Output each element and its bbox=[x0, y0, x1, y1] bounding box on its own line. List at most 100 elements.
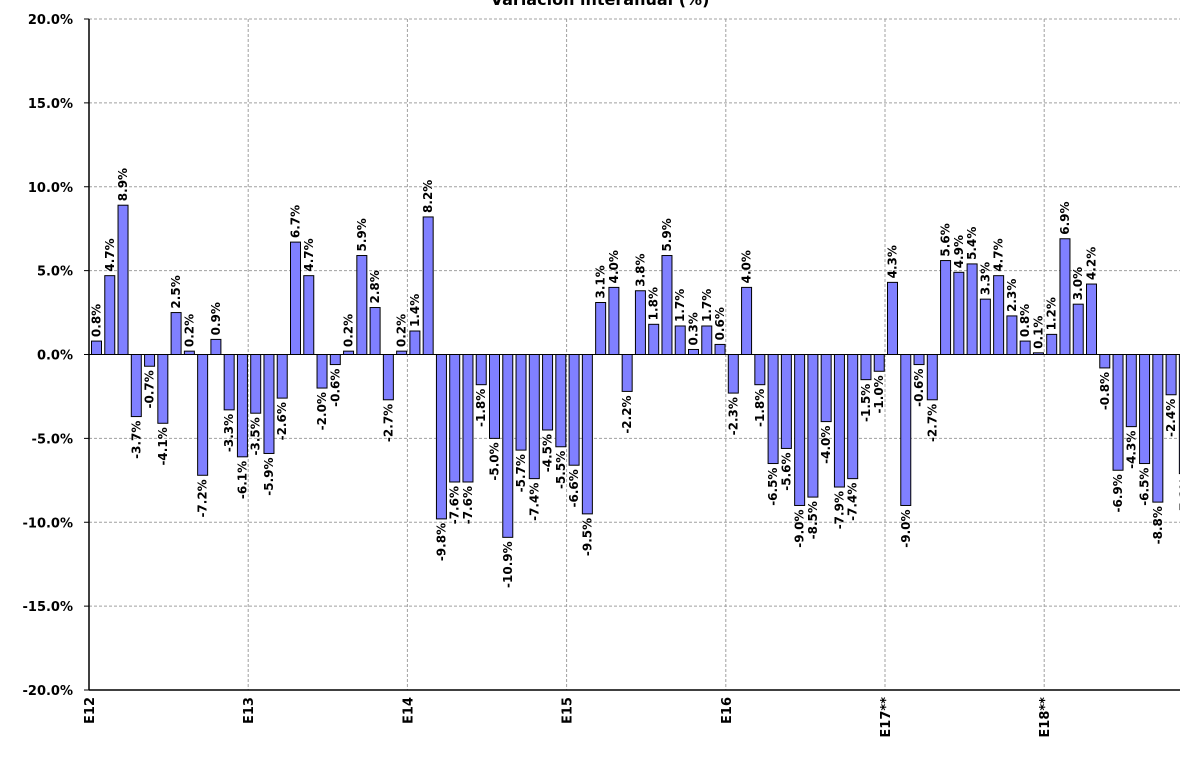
bar-data-label: 0.8% bbox=[1018, 304, 1032, 337]
data-labels: 0.8% 4.7% 8.9% -3.7%-0.7% -4.1% 2.5% 0.2% -7.2%… bbox=[90, 168, 1180, 588]
x-tick-label: E12 bbox=[83, 697, 98, 724]
bar bbox=[542, 354, 554, 431]
bar-data-label: -7.6% bbox=[448, 486, 462, 524]
bar bbox=[621, 354, 633, 392]
bar-data-label: 4.9% bbox=[952, 235, 966, 268]
bar bbox=[926, 354, 938, 401]
bar bbox=[303, 275, 315, 355]
y-tick-label: -5.0% bbox=[32, 432, 73, 447]
bar bbox=[568, 354, 580, 466]
bar-data-label: -4.3% bbox=[1124, 431, 1138, 469]
bar bbox=[329, 354, 341, 366]
bar bbox=[807, 354, 819, 498]
bar bbox=[343, 350, 355, 355]
bar-data-label: 3.0% bbox=[1071, 267, 1085, 300]
bar-data-label: -0.8% bbox=[1098, 372, 1112, 410]
bar-data-label: -7.6% bbox=[461, 486, 475, 524]
bar-data-label: -6.1% bbox=[235, 461, 249, 499]
bar bbox=[555, 354, 567, 448]
bar bbox=[701, 325, 713, 356]
bar-data-label: -5.6% bbox=[779, 452, 793, 490]
bar bbox=[210, 338, 222, 355]
bar-data-label: 5.6% bbox=[939, 223, 953, 256]
bar-data-label: 4.7% bbox=[302, 238, 316, 271]
bar bbox=[913, 354, 925, 366]
bar-data-label: 0.6% bbox=[713, 307, 727, 340]
bar-data-label: 0.2% bbox=[342, 314, 356, 347]
bar-data-label: -2.3% bbox=[726, 397, 740, 435]
bar bbox=[144, 354, 156, 367]
bar-data-label: -3.3% bbox=[222, 414, 236, 452]
bar-data-label: 5.9% bbox=[660, 218, 674, 251]
bar-data-label: -2.2% bbox=[620, 395, 634, 433]
bar bbox=[170, 312, 182, 355]
bar bbox=[727, 354, 739, 394]
bar-data-label: -5.5% bbox=[554, 451, 568, 489]
bar-data-label: -7.4% bbox=[846, 483, 860, 521]
bar bbox=[634, 290, 646, 356]
bar bbox=[528, 354, 540, 480]
bar-data-label: -9.8% bbox=[434, 523, 448, 561]
bar bbox=[316, 354, 328, 389]
bar bbox=[754, 354, 766, 386]
bar-data-label: 2.3% bbox=[1005, 279, 1019, 312]
bar-data-label: 2.8% bbox=[368, 270, 382, 303]
bar-data-label: 1.7% bbox=[673, 289, 687, 322]
bar bbox=[887, 281, 898, 355]
x-tick-label: E17** bbox=[879, 697, 894, 738]
bar-data-label: 4.7% bbox=[103, 238, 117, 271]
bar bbox=[382, 354, 394, 401]
bar-data-label: -2.7% bbox=[925, 404, 939, 442]
bar bbox=[1046, 333, 1058, 355]
bar-data-label: 6.7% bbox=[289, 205, 303, 238]
bar bbox=[1072, 303, 1084, 355]
x-tick-label: E15 bbox=[561, 697, 576, 724]
bar bbox=[223, 354, 235, 411]
chart-title: Variación interanual (%) bbox=[491, 0, 710, 9]
y-tick-label: 0.0% bbox=[37, 349, 73, 364]
bar-data-label: -9.0% bbox=[899, 509, 913, 547]
y-tick-label: 5.0% bbox=[37, 265, 73, 280]
y-tick-label: 10.0% bbox=[28, 181, 73, 196]
bar bbox=[833, 354, 845, 488]
bar bbox=[1019, 340, 1031, 355]
y-tick-label: -15.0% bbox=[23, 600, 74, 615]
bar bbox=[714, 343, 726, 355]
bar-data-label: -6.5% bbox=[1138, 468, 1152, 506]
bar bbox=[409, 330, 421, 356]
bar-data-label: -4.5% bbox=[541, 434, 555, 472]
bar-data-label: 0.2% bbox=[182, 314, 196, 347]
bar bbox=[1139, 354, 1151, 465]
bar bbox=[396, 350, 408, 355]
bar bbox=[940, 260, 952, 355]
bar bbox=[1125, 354, 1137, 428]
bar bbox=[197, 354, 209, 476]
bar bbox=[1099, 354, 1111, 369]
bar bbox=[435, 354, 447, 520]
bar-data-label: -3.5% bbox=[249, 417, 263, 455]
bar bbox=[422, 216, 434, 355]
bar bbox=[236, 354, 248, 458]
bar bbox=[1059, 238, 1071, 355]
bar-data-label: 4.0% bbox=[607, 250, 621, 283]
bar-data-label: 6.9% bbox=[1058, 201, 1072, 234]
y-tick-label: -10.0% bbox=[23, 516, 74, 531]
bar bbox=[183, 350, 195, 355]
bar-data-label: 1.7% bbox=[700, 289, 714, 322]
bar-data-label: -9.0% bbox=[793, 509, 807, 547]
bar-data-label: 4.7% bbox=[992, 238, 1006, 271]
bar-data-label: -2.6% bbox=[275, 402, 289, 440]
bar bbox=[462, 354, 474, 483]
bar-data-label: 4.2% bbox=[1085, 247, 1099, 280]
bar bbox=[263, 354, 275, 454]
bar bbox=[820, 354, 832, 423]
bar-data-label: -5.7% bbox=[514, 454, 528, 492]
bar-data-label: -0.7% bbox=[143, 370, 157, 408]
bar bbox=[860, 354, 872, 381]
bar-data-label: -2.0% bbox=[315, 392, 329, 430]
bar bbox=[794, 354, 806, 506]
bar-data-label: -7.2% bbox=[196, 479, 210, 517]
bar bbox=[91, 340, 102, 355]
bar-data-label: 1.8% bbox=[647, 287, 661, 320]
x-tick-label: E18** bbox=[1038, 697, 1053, 738]
